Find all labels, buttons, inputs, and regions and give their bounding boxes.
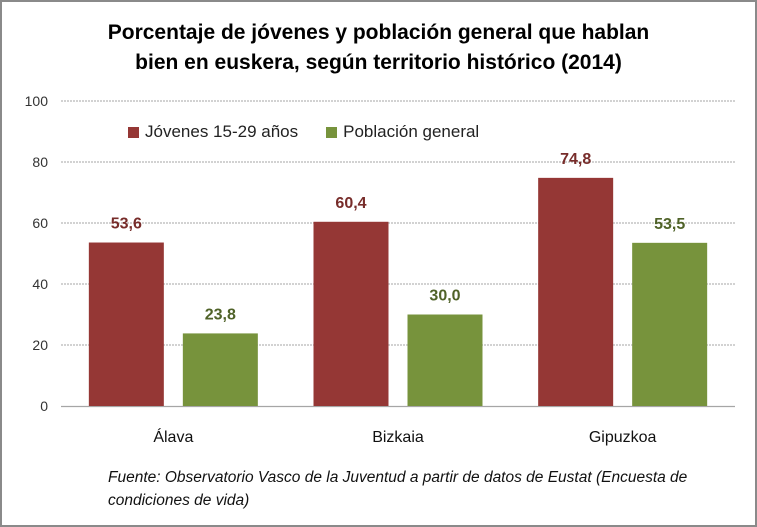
data-label: 53,6 [111, 216, 142, 233]
y-tick-label: 80 [32, 154, 48, 170]
chart-title-line-1: Porcentaje de jóvenes y población genera… [107, 21, 650, 44]
data-label: 23,8 [205, 306, 236, 323]
y-tick-label: 100 [25, 93, 49, 109]
legend-label-jovenes: Jóvenes 15-29 años [145, 122, 299, 141]
y-tick-label: 0 [40, 398, 48, 414]
y-tick-label: 20 [32, 337, 48, 353]
x-tick-label: Bizkaia [372, 429, 424, 446]
bar-poblacion [407, 314, 483, 406]
bar-jovenes [313, 221, 389, 406]
source-note: Fuente: Observatorio Vasco de la Juventu… [108, 469, 688, 509]
legend-label-poblacion: Población general [343, 122, 480, 141]
legend-item-jovenes: Jóvenes 15-29 años [128, 122, 298, 142]
data-label: 74,8 [560, 151, 591, 168]
bar-jovenes [88, 242, 164, 406]
data-label: 60,4 [335, 195, 366, 212]
bar-poblacion [182, 333, 258, 406]
legend: Jóvenes 15-29 años Población general [128, 122, 479, 142]
chart-title: Porcentaje de jóvenes y población genera… [0, 18, 757, 78]
legend-item-poblacion: Población general [326, 122, 479, 142]
data-label: 30,0 [429, 288, 460, 305]
legend-swatch-jovenes [128, 126, 139, 138]
legend-swatch-poblacion [326, 126, 338, 138]
y-tick-label: 40 [32, 276, 48, 292]
data-label: 53,5 [654, 216, 685, 233]
y-tick-label: 60 [32, 215, 48, 231]
x-tick-label: Álava [153, 427, 193, 446]
x-tick-label: Gipuzkoa [589, 429, 657, 446]
bar-jovenes [538, 177, 614, 406]
bar-poblacion [632, 242, 708, 406]
chart-title-line-2: bien en euskera, según territorio histór… [135, 51, 622, 74]
